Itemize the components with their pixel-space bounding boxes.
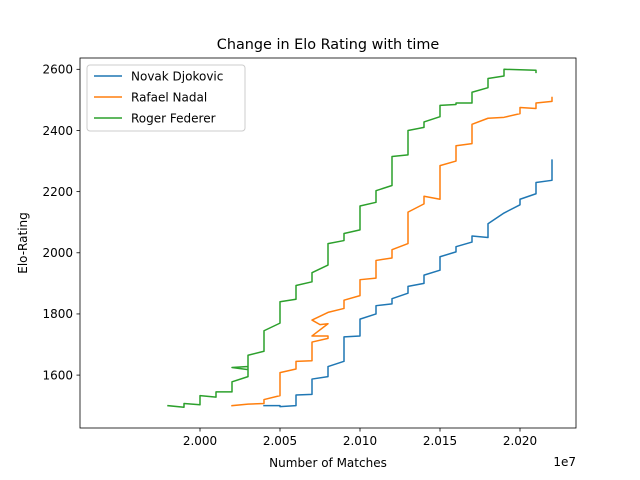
plot-lines bbox=[167, 68, 553, 408]
x-tick-label: 2.020 bbox=[503, 434, 537, 448]
y-axis-label: Elo-Rating bbox=[16, 212, 30, 274]
x-tick-label: 2.005 bbox=[263, 434, 297, 448]
legend-label: Roger Federer bbox=[131, 111, 216, 125]
y-tick-label: 2600 bbox=[42, 63, 73, 77]
y-tick-label: 2400 bbox=[42, 124, 73, 138]
x-tick-label: 2.010 bbox=[343, 434, 377, 448]
series-line-0 bbox=[263, 159, 553, 408]
x-axis-offset-label: 1e7 bbox=[553, 455, 576, 469]
x-axis-label: Number of Matches bbox=[269, 456, 387, 470]
y-tick-label: 2200 bbox=[42, 185, 73, 199]
chart-title: Change in Elo Rating with time bbox=[217, 37, 440, 53]
legend-box bbox=[86, 64, 246, 132]
y-tick-label: 1600 bbox=[42, 368, 73, 382]
series-line-2 bbox=[167, 68, 537, 408]
series-line-1 bbox=[231, 96, 553, 407]
y-tick-label: 2000 bbox=[42, 246, 73, 260]
legend-label: Rafael Nadal bbox=[131, 90, 207, 104]
x-tick-label: 2.000 bbox=[183, 434, 217, 448]
legend: Novak Djokovic Rafael Nadal Roger Federer bbox=[86, 64, 246, 132]
x-axis-ticks: 2.000 2.005 2.010 2.015 2.020 bbox=[183, 428, 537, 448]
legend-label: Novak Djokovic bbox=[131, 69, 223, 83]
y-axis-ticks: 1600 1800 2000 2200 2400 2600 bbox=[42, 63, 80, 382]
y-tick-label: 1800 bbox=[42, 307, 73, 321]
plot-frame bbox=[79, 57, 577, 429]
x-tick-label: 2.015 bbox=[423, 434, 457, 448]
